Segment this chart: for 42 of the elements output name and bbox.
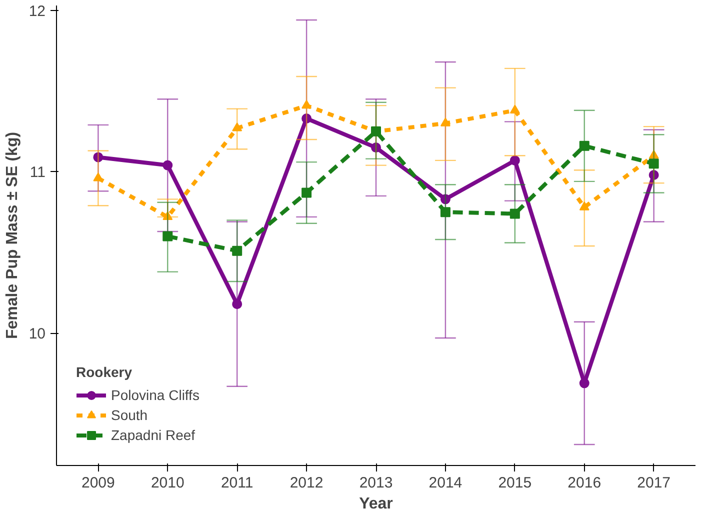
point	[579, 202, 590, 210]
y-axis-title: Female Pup Mass ± SE (kg)	[4, 132, 21, 340]
point	[648, 158, 659, 169]
point	[648, 170, 659, 180]
point	[579, 140, 590, 151]
point	[440, 207, 450, 218]
point	[440, 194, 450, 204]
point	[510, 104, 520, 114]
x-tick-label: 2011	[220, 474, 254, 492]
legend-label: Zapadni Reef	[111, 427, 196, 443]
point	[302, 188, 312, 198]
point	[510, 208, 520, 219]
point	[162, 211, 173, 220]
x-tick-label: 2015	[498, 474, 532, 492]
point	[162, 231, 173, 242]
point	[302, 100, 312, 109]
point	[93, 172, 104, 182]
y-tick-label: 12	[28, 2, 46, 20]
legend-label: South	[111, 407, 148, 423]
point	[232, 122, 242, 132]
point	[302, 113, 312, 124]
point	[510, 155, 520, 166]
point	[93, 152, 104, 162]
x-tick-label: 2016	[568, 474, 602, 492]
legend-title: Rookery	[76, 364, 134, 380]
point	[440, 118, 450, 126]
x-axis-title: Year	[359, 496, 393, 512]
point	[579, 378, 590, 388]
x-tick-label: 2012	[290, 474, 324, 492]
point	[162, 160, 173, 170]
x-tick-label: 2009	[81, 474, 115, 492]
point	[648, 150, 659, 159]
x-tick-label: 2013	[359, 474, 393, 492]
x-tick-label: 2010	[150, 474, 184, 492]
x-tick-label: 2014	[428, 474, 462, 492]
x-tick-label: 2017	[637, 474, 671, 492]
y-tick-label: 10	[28, 326, 46, 343]
point	[232, 246, 242, 256]
point	[371, 142, 381, 153]
legend-label: Polovina Cliffs	[111, 387, 200, 403]
point	[232, 299, 242, 310]
y-tick-label: 11	[30, 164, 46, 182]
